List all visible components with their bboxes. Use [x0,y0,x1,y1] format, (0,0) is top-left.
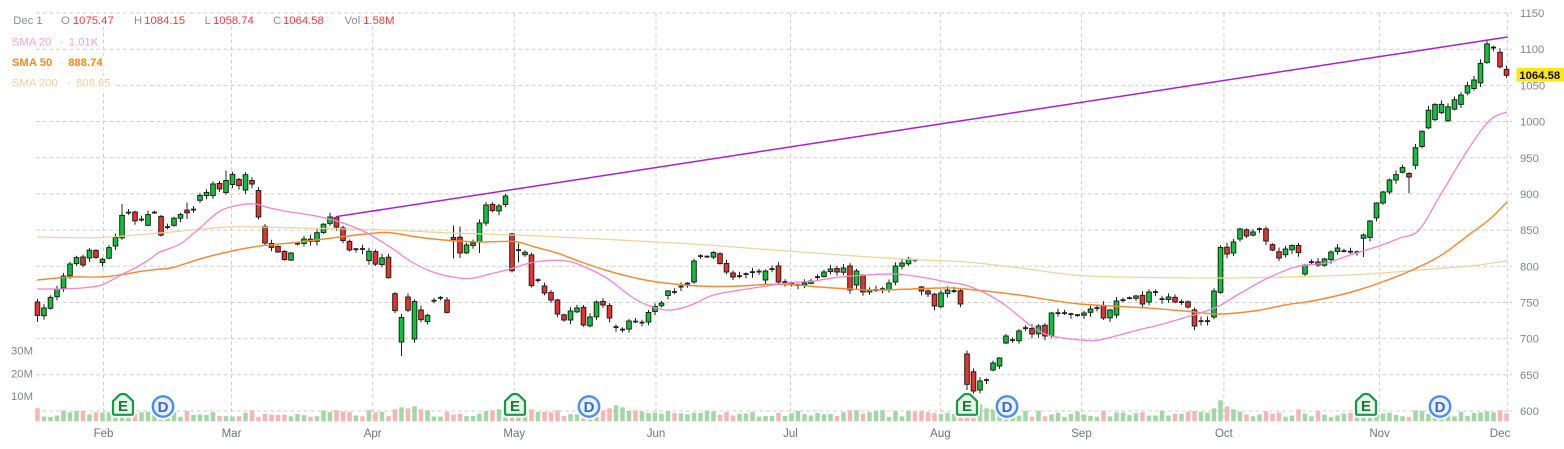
svg-text:·: · [60,37,64,49]
svg-text:1100: 1100 [1520,44,1544,56]
svg-text:E: E [1361,398,1371,415]
svg-text:650: 650 [1520,370,1539,382]
svg-text:D: D [1435,399,1446,416]
svg-text:E: E [510,398,520,415]
svg-text:1150: 1150 [1520,8,1544,20]
svg-text:Aug: Aug [930,428,950,440]
svg-text:Feb: Feb [94,428,114,440]
svg-text:·: · [60,57,64,69]
svg-text:1084.15: 1084.15 [144,15,185,27]
svg-text:Jul: Jul [783,428,798,440]
svg-text:1050: 1050 [1520,80,1545,92]
svg-text:Mar: Mar [222,428,242,440]
svg-text:O: O [61,15,70,27]
svg-text:D: D [158,399,169,416]
svg-text:1000: 1000 [1520,117,1545,129]
svg-text:700: 700 [1520,334,1539,346]
svg-text:900: 900 [1520,189,1539,201]
svg-text:800: 800 [1520,261,1539,273]
svg-text:·: · [67,77,71,89]
svg-text:Nov: Nov [1369,428,1390,440]
svg-text:E: E [962,398,972,415]
svg-text:H: H [134,15,142,27]
svg-text:888.74: 888.74 [68,57,103,69]
svg-text:1064.58: 1064.58 [283,15,324,27]
svg-text:E: E [118,398,128,415]
svg-text:808.65: 808.65 [76,77,111,89]
svg-text:1064.58: 1064.58 [1519,70,1560,82]
svg-text:Dec 1: Dec 1 [13,15,43,27]
svg-text:750: 750 [1520,298,1539,310]
svg-text:850: 850 [1520,225,1539,237]
svg-text:Dec: Dec [1490,428,1511,440]
svg-text:30M: 30M [11,346,33,358]
svg-text:Jun: Jun [647,428,666,440]
svg-text:1.01K: 1.01K [69,37,99,49]
svg-text:D: D [584,399,595,416]
svg-text:600: 600 [1520,406,1539,418]
svg-text:1.58M: 1.58M [363,15,394,27]
svg-text:D: D [1002,399,1013,416]
svg-text:950: 950 [1520,153,1539,165]
svg-text:20M: 20M [11,369,33,381]
svg-text:SMA 50: SMA 50 [12,57,52,69]
svg-text:10M: 10M [11,391,33,403]
svg-text:Vol: Vol [345,15,361,27]
svg-text:Apr: Apr [364,428,382,440]
svg-text:SMA 20: SMA 20 [12,37,52,49]
svg-text:SMA 200: SMA 200 [12,77,58,89]
svg-text:L: L [205,15,211,27]
svg-text:Oct: Oct [1215,428,1234,440]
svg-text:1058.74: 1058.74 [213,15,254,27]
svg-text:1075.47: 1075.47 [73,15,114,27]
svg-text:May: May [503,428,525,440]
svg-text:C: C [273,15,281,27]
svg-text:Sep: Sep [1071,428,1091,440]
